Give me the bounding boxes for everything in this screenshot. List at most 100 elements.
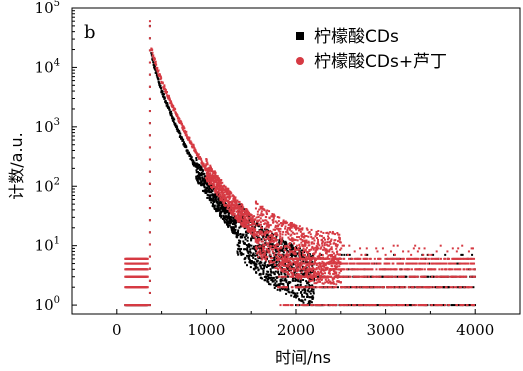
data-point: [291, 273, 294, 276]
data-point: [185, 130, 188, 133]
data-point: [263, 265, 266, 268]
data-point: [453, 304, 456, 307]
data-point: [237, 248, 240, 251]
data-point: [320, 278, 323, 281]
data-point: [239, 212, 242, 215]
data-point: [275, 238, 278, 241]
data-point: [307, 240, 310, 243]
data-point: [356, 257, 359, 260]
data-point: [202, 178, 205, 181]
data-point: [148, 207, 151, 210]
data-point: [310, 301, 313, 304]
data-point: [452, 262, 455, 265]
data-point: [256, 231, 259, 234]
data-point: [315, 248, 318, 251]
data-point: [284, 227, 287, 230]
data-point: [294, 284, 297, 287]
data-point: [250, 227, 253, 230]
data-point: [258, 229, 261, 232]
data-point: [299, 283, 302, 286]
data-point: [253, 226, 256, 229]
data-point: [353, 262, 356, 265]
legend: 柠檬酸CDs 柠檬酸CDs+芦丁: [296, 27, 447, 72]
data-point: [379, 257, 382, 260]
data-point: [148, 158, 151, 161]
data-point: [297, 286, 300, 289]
data-point: [269, 255, 272, 258]
data-point: [364, 253, 367, 256]
series-2: [124, 20, 476, 307]
data-point: [203, 182, 206, 185]
data-point: [284, 225, 287, 228]
data-point: [298, 257, 301, 260]
data-point: [248, 226, 251, 229]
data-point: [258, 231, 261, 234]
data-point: [277, 264, 280, 267]
data-point: [406, 268, 409, 271]
data-point: [367, 268, 370, 271]
data-point: [228, 216, 231, 219]
data-point: [437, 257, 440, 260]
data-point: [249, 250, 252, 253]
data-point: [414, 304, 417, 307]
data-point: [276, 271, 279, 274]
data-point: [255, 248, 258, 251]
data-point: [224, 196, 227, 199]
data-point: [252, 220, 255, 223]
data-point: [207, 177, 210, 180]
data-point: [299, 268, 302, 271]
data-point: [183, 127, 186, 130]
data-point: [216, 181, 219, 184]
data-point: [253, 222, 256, 225]
data-point: [298, 243, 301, 246]
data-point: [225, 204, 228, 207]
data-point: [198, 182, 201, 185]
data-point: [289, 234, 292, 237]
data-point: [258, 238, 261, 241]
data-point: [318, 256, 321, 259]
data-point: [155, 69, 158, 72]
data-point: [458, 262, 461, 265]
data-point: [298, 262, 301, 265]
data-point: [219, 188, 222, 191]
data-point: [160, 77, 163, 80]
data-point: [341, 262, 344, 265]
data-point: [461, 262, 464, 265]
data-point: [311, 284, 314, 287]
data-point: [473, 262, 476, 265]
data-point: [334, 243, 337, 246]
data-point: [378, 286, 381, 289]
data-point: [151, 51, 154, 54]
data-point: [299, 230, 302, 233]
data-point: [274, 267, 277, 270]
data-point: [209, 197, 212, 200]
data-point: [279, 232, 282, 235]
data-point: [303, 266, 306, 269]
data-point: [229, 191, 232, 194]
data-point: [254, 240, 257, 243]
data-point: [172, 121, 175, 124]
data-point: [185, 133, 188, 136]
data-point: [297, 280, 300, 283]
data-point: [274, 282, 277, 285]
data-point: [405, 275, 408, 278]
data-point: [282, 286, 285, 289]
data-point: [272, 245, 275, 248]
data-point: [320, 246, 323, 249]
data-point: [421, 268, 424, 271]
data-point: [325, 231, 328, 234]
data-point: [262, 253, 265, 256]
data-point: [260, 276, 263, 279]
data-point: [271, 259, 274, 262]
data-point: [256, 222, 259, 225]
data-point: [238, 241, 241, 244]
data-point: [314, 258, 317, 261]
data-point: [254, 200, 257, 203]
data-point: [232, 206, 235, 209]
data-point: [285, 260, 288, 263]
data-point: [315, 304, 318, 307]
data-point: [318, 262, 321, 265]
data-point: [249, 230, 252, 233]
data-point: [333, 261, 336, 264]
data-point: [338, 271, 341, 274]
